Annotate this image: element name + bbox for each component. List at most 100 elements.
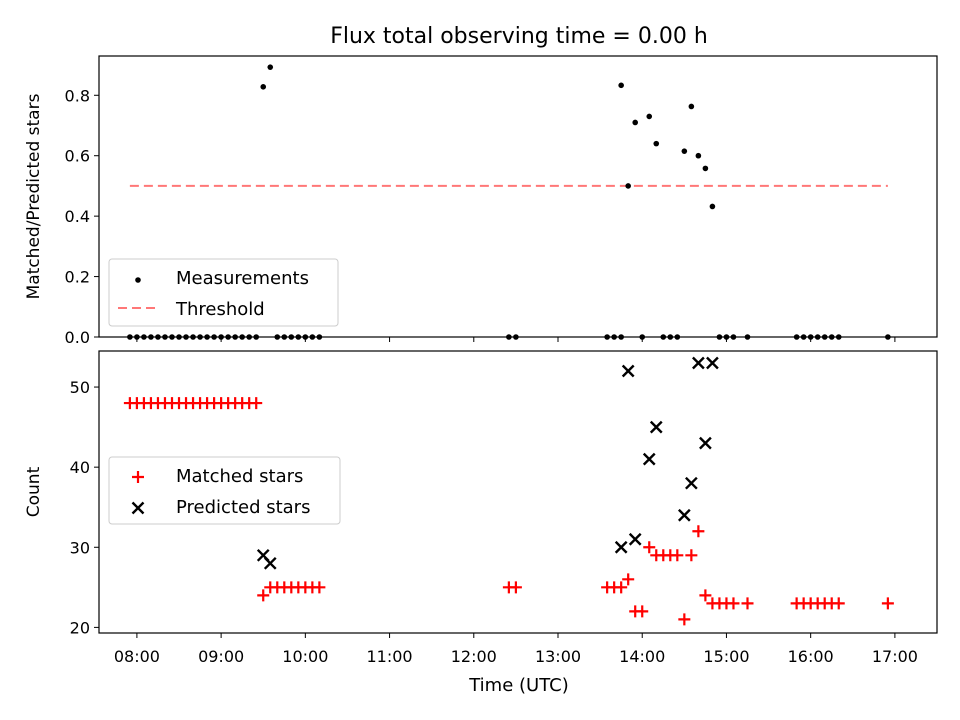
legend-box <box>108 258 339 327</box>
matched-star-point <box>685 549 698 562</box>
data-layer-edge <box>127 64 891 340</box>
measurement-point <box>604 334 610 340</box>
measurement-point <box>632 119 639 126</box>
y-tick-label: 0.8 <box>65 86 90 105</box>
matched-star-point <box>832 597 845 610</box>
measurement-point <box>316 334 323 340</box>
measurement-point <box>639 334 646 340</box>
measurement-point <box>204 334 210 340</box>
legend-box <box>108 456 341 525</box>
measurement-point <box>183 334 189 340</box>
matched-star-point <box>615 581 628 594</box>
measurement-point <box>793 334 800 340</box>
matched-star-point <box>741 597 754 610</box>
predicted-star-point <box>685 476 698 490</box>
measurement-point <box>295 334 302 340</box>
measurement-point <box>246 334 252 340</box>
y-tick-label: 20 <box>70 618 90 637</box>
predicted-star-point <box>706 356 719 370</box>
measurement-point <box>211 334 217 340</box>
matched-star-point <box>699 589 712 602</box>
measurement-point <box>660 334 667 340</box>
matched-star-point <box>250 397 263 410</box>
predicted-star-point <box>642 452 656 466</box>
x-tick-label: 09:00 <box>198 647 244 666</box>
matched-star-point <box>692 525 705 538</box>
measurement-point <box>218 334 224 340</box>
measurement-point <box>176 334 182 340</box>
matched-star-point <box>622 573 635 586</box>
predicted-star-point <box>628 532 642 546</box>
measurement-point <box>309 334 316 340</box>
y-axis-label: Matched/Predicted stars <box>24 93 44 299</box>
legend-label: Threshold <box>175 299 265 320</box>
measurement-point <box>674 334 681 340</box>
ratio-panel: 0.0 0.2 0.4 0.6 0.8 Matched/Predicted stars Me… <box>24 55 938 347</box>
measurement-point <box>618 334 624 340</box>
x-tick-label: 08:00 <box>114 647 160 666</box>
matched-star-point <box>671 549 684 562</box>
measurement-point <box>800 334 807 340</box>
measurement-point <box>225 334 231 340</box>
legend-matched-swatch <box>132 471 144 483</box>
measurement-point <box>302 334 309 340</box>
x-tick-label: 14:00 <box>619 647 665 666</box>
legend-predicted-swatch <box>131 501 145 515</box>
legend-measurement-swatch <box>135 277 141 283</box>
predicted-star-point <box>621 364 635 378</box>
matched-star-point <box>257 589 270 602</box>
matched-star-point <box>509 581 522 594</box>
measurement-point <box>646 113 653 120</box>
measurement-point <box>744 334 751 340</box>
matched-star-point <box>313 581 326 594</box>
measurement-point <box>730 334 737 340</box>
measurement-point <box>169 334 175 340</box>
predicted-star-point <box>699 436 712 450</box>
y-tick-label: 0.2 <box>65 268 90 287</box>
measurement-point <box>155 334 161 340</box>
predicted-star-point <box>649 420 663 434</box>
y-tick-label: 0.0 <box>65 328 90 347</box>
measurement-point <box>162 334 168 340</box>
matched-star-point <box>643 541 656 554</box>
measurement-point <box>807 334 814 340</box>
x-tick-label: 11:00 <box>367 647 413 666</box>
measurement-point <box>190 334 196 340</box>
measurement-point <box>134 334 140 340</box>
legend-label: Measurements <box>176 268 309 289</box>
measurement-point <box>281 334 288 340</box>
y-axis-label: Count <box>24 466 44 517</box>
measurement-point <box>695 152 702 159</box>
y-tick-label: 50 <box>70 378 90 397</box>
measurement-point <box>148 334 154 340</box>
chart-title: Flux total observing time = 0.00 h <box>330 24 708 49</box>
measurement-point <box>653 140 660 147</box>
measurement-point <box>127 334 133 340</box>
measurement-point <box>253 334 260 340</box>
measurement-point <box>239 334 245 340</box>
measurement-point <box>506 334 512 340</box>
x-axis-label: Time (UTC) <box>468 675 569 696</box>
data-layer-edge <box>123 356 894 626</box>
measurement-point <box>702 165 709 172</box>
measurement-point <box>625 183 631 189</box>
matched-star-point <box>636 605 649 618</box>
predicted-star-point <box>614 540 628 554</box>
x-tick-label: 13:00 <box>535 647 581 666</box>
y-tick-label: 0.6 <box>65 147 90 166</box>
measurement-point <box>688 103 695 110</box>
measurement-point <box>716 334 723 340</box>
matched-star-point <box>881 597 894 610</box>
measurement-point <box>709 203 716 210</box>
measurement-point <box>821 334 828 340</box>
measurement-point <box>288 334 295 340</box>
x-tick-label: 17:00 <box>872 647 918 666</box>
x-tick-label: 15:00 <box>703 647 749 666</box>
measurement-point <box>611 334 617 340</box>
measurement-point <box>232 334 238 340</box>
legend-label: Predicted stars <box>176 497 310 518</box>
predicted-star-point <box>263 556 277 570</box>
predicted-star-point <box>677 508 691 522</box>
count-panel: 20 30 40 50 Count Matched stars Predicted star… <box>24 350 938 638</box>
